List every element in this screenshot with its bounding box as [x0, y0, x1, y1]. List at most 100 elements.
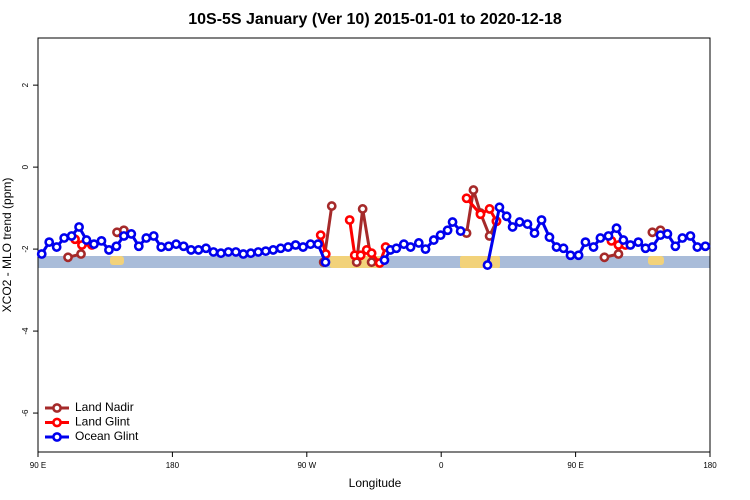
data-point	[468, 185, 479, 195]
data-point	[366, 248, 377, 259]
data-point	[156, 242, 167, 252]
legend-label: Ocean Glint	[75, 429, 139, 443]
data-point	[89, 239, 99, 250]
data-point	[420, 244, 431, 254]
data-point	[283, 242, 294, 252]
data-point	[647, 242, 658, 252]
data-point	[148, 231, 159, 241]
data-point	[133, 241, 144, 252]
data-point	[230, 247, 241, 257]
data-point	[118, 231, 129, 241]
data-point	[44, 237, 55, 248]
data-point	[405, 242, 416, 252]
data-point	[670, 241, 681, 252]
x-tick-label: 180	[703, 461, 717, 470]
data-point	[484, 204, 495, 214]
data-point	[344, 215, 355, 225]
data-point	[494, 202, 505, 213]
data-point	[268, 245, 279, 255]
y-axis-label: XCO2 - MLO trend (ppm)	[0, 178, 14, 313]
data-point	[482, 260, 493, 270]
data-point	[447, 217, 458, 227]
data-point	[305, 239, 316, 250]
data-point	[391, 243, 402, 254]
data-point	[475, 209, 486, 220]
data-point	[290, 240, 301, 250]
data-point	[96, 236, 107, 246]
legend-marker	[52, 417, 62, 428]
y-tick-label: -4	[21, 327, 30, 335]
data-point	[253, 247, 264, 257]
data-point	[366, 257, 377, 268]
data-point	[326, 201, 337, 211]
data-point	[413, 238, 424, 248]
data-point	[455, 226, 466, 236]
legend-label: Land Glint	[75, 415, 130, 429]
data-point	[355, 250, 366, 261]
data-point	[81, 235, 92, 245]
data-point	[603, 231, 614, 241]
x-tick-label: 90 E	[567, 461, 583, 470]
data-point	[74, 222, 84, 232]
data-point	[186, 245, 196, 255]
data-point	[692, 242, 703, 252]
data-point	[565, 250, 576, 261]
data-point	[313, 239, 323, 250]
data-point	[178, 241, 189, 252]
data-point	[522, 219, 533, 229]
data-point	[700, 241, 711, 252]
data-point	[379, 255, 390, 266]
data-point	[558, 243, 569, 254]
data-point	[529, 228, 540, 239]
data-point	[435, 230, 446, 241]
data-point	[245, 248, 256, 259]
data-point	[536, 215, 547, 225]
y-tick-label: -6	[21, 409, 30, 417]
data-point	[461, 193, 472, 204]
data-point	[216, 248, 226, 259]
data-point	[201, 243, 211, 254]
data-point	[613, 249, 624, 259]
data-point	[51, 242, 62, 252]
x-tick-label: 90 W	[297, 461, 316, 470]
data-point	[442, 225, 453, 236]
data-point	[66, 231, 77, 241]
data-point	[111, 241, 122, 252]
data-point	[625, 240, 636, 250]
legend-marker	[52, 403, 62, 413]
data-point	[580, 237, 591, 248]
data-point	[357, 204, 368, 214]
data-point	[208, 247, 219, 257]
data-point	[260, 246, 271, 257]
legend-marker	[52, 432, 62, 442]
data-point	[544, 232, 555, 243]
data-point	[573, 250, 584, 261]
data-point	[428, 235, 439, 245]
legend-label: Land Nadir	[75, 400, 134, 414]
data-point	[595, 233, 606, 243]
data-point	[59, 233, 70, 243]
data-point	[193, 245, 204, 255]
data-point	[677, 233, 688, 243]
data-point	[126, 229, 137, 239]
data-point	[315, 230, 326, 241]
chart-title: 10S-5S January (Ver 10) 2015-01-01 to 20…	[188, 11, 562, 28]
data-point	[163, 241, 174, 252]
data-point	[599, 252, 610, 263]
x-tick-label: 180	[166, 461, 180, 470]
data-point	[223, 247, 234, 257]
data-point	[618, 235, 629, 245]
data-point	[63, 252, 73, 263]
data-point	[662, 229, 673, 239]
data-point	[501, 211, 512, 222]
data-point	[36, 249, 47, 259]
x-tick-label: 90 E	[30, 461, 46, 470]
y-tick-label: -2	[21, 245, 30, 253]
data-point	[685, 231, 696, 241]
data-point	[611, 223, 622, 234]
data-point	[514, 217, 525, 227]
y-tick-label: 0	[21, 164, 30, 169]
series-line	[465, 197, 498, 222]
data-point	[171, 239, 182, 250]
